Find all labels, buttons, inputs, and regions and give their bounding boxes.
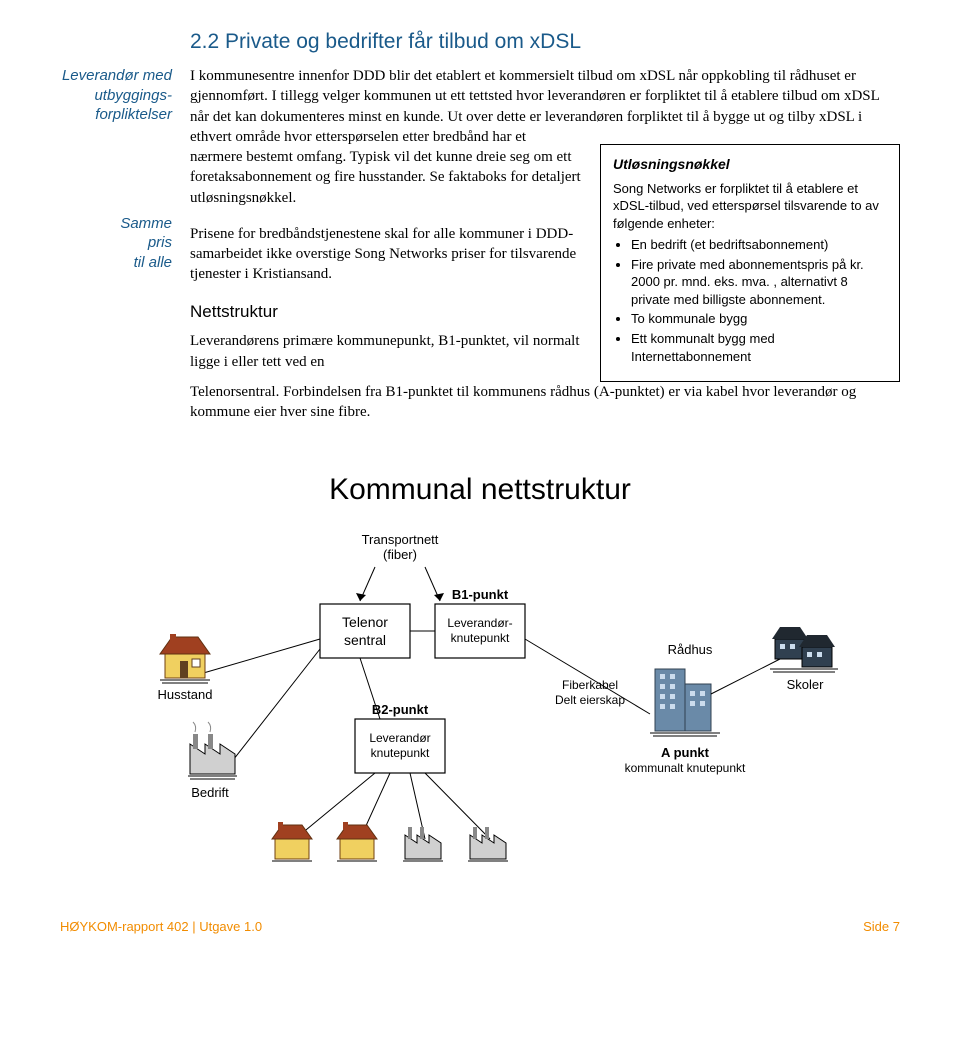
margin-note-2-l3: til alle [60, 253, 172, 273]
page-footer: HØYKOM-rapport 402 | Utgave 1.0 Side 7 [60, 919, 900, 934]
para4: Telenorsentral. Forbindelsen fra B1-punk… [190, 382, 900, 423]
factbox-title: Utløsningsnøkkel [613, 155, 887, 174]
telenor-box [320, 604, 410, 658]
bedrift-icon [188, 722, 237, 779]
heading-row: 2.2 Private og bedrifter får tilbud om x… [60, 30, 900, 54]
two-col-wrap-2: Prisene for bredbåndstjenestene skal for… [190, 214, 900, 382]
label-bedrift: Bedrift [191, 785, 229, 800]
label-delt: Delt eierskap [555, 693, 625, 707]
label-b1sub1: Leverandør- [447, 616, 512, 630]
husstand-icon [160, 634, 210, 683]
network-diagram: Transportnett (fiber) Telenor sentral B1… [110, 519, 850, 879]
two-col-left-2: Prisene for bredbåndstjenestene skal for… [190, 214, 582, 382]
label-apunkt: A punkt [661, 745, 710, 760]
body-col-2: Prisene for bredbåndstjenestene skal for… [190, 214, 900, 423]
factbox-list: En bedrift (et bedriftsabonnement) Fire … [613, 236, 887, 365]
factbox-intro: Song Networks er forpliktet til å etable… [613, 180, 887, 233]
bottom-house-1 [272, 822, 312, 861]
label-apunkt-sub: kommunalt knutepunkt [625, 761, 746, 775]
heading-margin [60, 30, 190, 54]
label-telenor1: Telenor [342, 614, 388, 630]
label-b2sub1: Leverandør [369, 731, 430, 745]
label-b1sub2: knutepunkt [451, 631, 510, 645]
para1-cont: nærmere bestemt omfang. Typisk vil det k… [190, 147, 582, 208]
factbox-item: En bedrift (et bedriftsabonnement) [631, 236, 887, 254]
footer-left: HØYKOM-rapport 402 | Utgave 1.0 [60, 919, 262, 934]
radhus-icon [650, 669, 720, 736]
label-fiberkabel: Fiberkabel [562, 678, 618, 692]
footer-right: Side 7 [863, 919, 900, 934]
fact-box: Utløsningsnøkkel Song Networks er forpli… [600, 144, 900, 382]
two-col-left: nærmere bestemt omfang. Typisk vil det k… [190, 147, 582, 208]
bottom-factory-2 [468, 827, 508, 861]
factbox-item: Fire private med abonnementspris på kr. … [631, 256, 887, 309]
label-husstand: Husstand [158, 687, 213, 702]
label-telenor2: sentral [344, 632, 386, 648]
margin-note-2-l2: pris [60, 233, 172, 253]
label-transport: Transportnett [362, 532, 439, 547]
factbox-item: Ett kommunalt bygg med Internettabonneme… [631, 330, 887, 365]
label-skoler: Skoler [787, 677, 825, 692]
para1: I kommunesentre innenfor DDD blir det et… [190, 66, 900, 147]
label-transport2: (fiber) [383, 547, 417, 562]
label-b2sub2: knutepunkt [371, 746, 430, 760]
para3: Leverandørens primære kommunepunkt, B1-p… [190, 331, 582, 372]
label-b2: B2-punkt [372, 702, 429, 717]
diagram-area: Kommunal nettstruktur Transportnett (fib… [60, 473, 900, 879]
bottom-house-2 [337, 822, 377, 861]
sub-heading: Nettstruktur [190, 301, 582, 324]
margin-note-2-l1: Samme [60, 214, 172, 234]
diagram-title: Kommunal nettstruktur [60, 473, 900, 507]
factbox-item: To kommunale bygg [631, 310, 887, 328]
bottom-factory-1 [403, 827, 443, 861]
content-row-2: Samme pris til alle Prisene for bredbånd… [60, 214, 900, 423]
factbox-wrap: Utløsningsnøkkel Song Networks er forpli… [600, 214, 900, 382]
label-b1: B1-punkt [452, 587, 509, 602]
margin-note-2: Samme pris til alle [60, 214, 190, 423]
label-radhus: Rådhus [668, 642, 713, 657]
para2: Prisene for bredbåndstjenestene skal for… [190, 224, 582, 285]
section-heading: 2.2 Private og bedrifter får tilbud om x… [190, 30, 581, 54]
skoler-icon [770, 627, 838, 672]
margin-note-1: Leverandør med utbyggings-forpliktelser [60, 66, 190, 208]
